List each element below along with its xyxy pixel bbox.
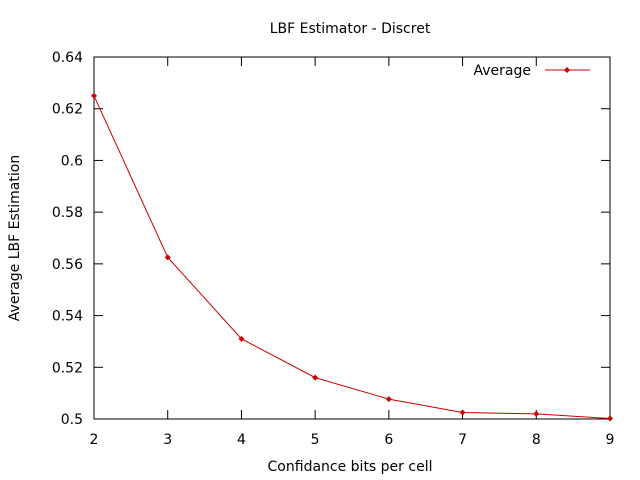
data-point-marker xyxy=(385,396,392,403)
x-axis-ticks: 2 3 4 5 6 7 8 9 xyxy=(90,57,615,448)
x-tick-label: 9 xyxy=(606,432,615,448)
legend-label: Average xyxy=(474,63,532,79)
data-point-marker xyxy=(607,415,613,422)
series-group xyxy=(91,92,613,422)
y-tick-label: 0.62 xyxy=(52,102,83,118)
data-point-marker xyxy=(312,374,319,381)
y-tick-label: 0.5 xyxy=(61,412,83,428)
plot-area-frame xyxy=(93,56,611,420)
data-point-marker xyxy=(91,92,97,99)
data-point-marker xyxy=(533,410,540,417)
y-axis-ticks: 0.5 0.52 0.54 0.56 0.58 0.6 0.62 0.64 xyxy=(52,50,610,428)
x-tick-label: 5 xyxy=(311,432,320,448)
x-tick-label: 8 xyxy=(532,432,541,448)
y-tick-label: 0.58 xyxy=(52,205,83,221)
x-tick-label: 6 xyxy=(384,432,393,448)
y-tick-label: 0.56 xyxy=(52,257,83,273)
x-tick-label: 7 xyxy=(458,432,467,448)
y-tick-label: 0.54 xyxy=(52,309,83,325)
legend-marker xyxy=(564,67,570,73)
series-line-average xyxy=(93,95,611,419)
x-axis-label: Confidance bits per cell xyxy=(268,459,433,475)
y-tick-label: 0.64 xyxy=(52,50,83,66)
data-point-marker xyxy=(238,335,245,342)
y-tick-label: 0.52 xyxy=(52,360,83,376)
data-point-marker xyxy=(164,254,171,261)
y-tick-label: 0.6 xyxy=(61,153,83,169)
x-tick-label: 4 xyxy=(237,432,246,448)
legend: Average xyxy=(474,63,590,79)
x-tick-label: 3 xyxy=(163,432,172,448)
y-axis-label: Average LBF Estimation xyxy=(7,155,23,321)
chart-title: LBF Estimator - Discret xyxy=(270,21,431,37)
x-tick-label: 2 xyxy=(90,432,99,448)
data-point-marker xyxy=(459,409,466,416)
